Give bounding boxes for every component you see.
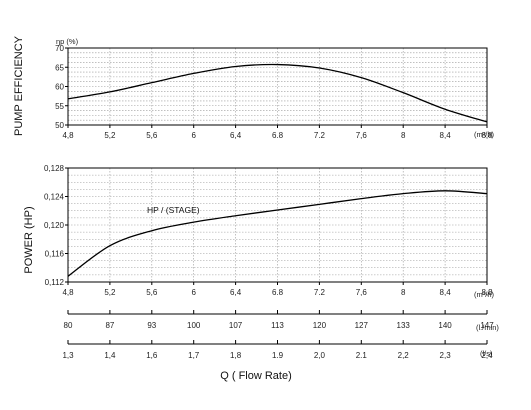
power-grid	[68, 168, 487, 282]
efficiency-curve	[67, 63, 488, 123]
lpm-tick-label: 113	[271, 321, 284, 330]
efficiency-y-tick-label: 50	[55, 121, 64, 130]
efficiency-x-unit-label: (m³/h)	[474, 130, 494, 139]
lpm-tick-label: 80	[64, 321, 73, 330]
power-y-tick-label: 0,116	[45, 250, 65, 259]
lpm-tick-label: 100	[187, 321, 201, 330]
efficiency-x-tick-label: 6,4	[230, 131, 242, 140]
power-x-tick-label: 7,6	[356, 288, 368, 297]
efficiency-x-tick-label: 8,4	[440, 131, 452, 140]
efficiency-unit-label: ηp (%)	[56, 37, 79, 46]
power-x-tick-label: 8,8	[481, 288, 493, 297]
power-y-tick-label: 0,120	[44, 221, 65, 230]
lpm-axis: 80 87 93 100 107 113 120 127 133 140 147 (l./min)	[64, 310, 499, 332]
efficiency-x-tick-label: 4,8	[62, 131, 74, 140]
lps-tick-label: 2.1	[356, 351, 368, 360]
power-curve-annotation: HP / (STAGE)	[147, 205, 200, 215]
efficiency-plot-frame	[67, 47, 488, 126]
lps-tick-label: 1.9	[272, 351, 284, 360]
lps-axis: 1,3 1,4 1,6 1,7 1,8 1.9 2,0 2.1 2,2 2,3 2,4 (l/s)	[62, 340, 493, 360]
power-chart: 0,112 0,116 0,120 0,124 0,128 4,8 5,2 5,6 6 6,4 6…	[23, 164, 494, 299]
power-y-ticks: 0,112 0,116 0,120 0,124 0,128	[44, 164, 68, 287]
lpm-axis-ticks: 80 87 93 100 107 113 120 127 133 140 147	[64, 310, 494, 330]
lpm-tick-label: 140	[438, 321, 452, 330]
lps-tick-label: 1,4	[104, 351, 116, 360]
efficiency-x-tick-label: 5,6	[146, 131, 158, 140]
efficiency-y-ticks: 50 55 60 65 70	[55, 44, 68, 130]
efficiency-grid	[68, 48, 487, 125]
lpm-tick-label: 87	[105, 321, 114, 330]
efficiency-chart: 50 55 60 65 70 4,8 5,2 5,6 6 6,4 6.8 7.2 7,6 8 8,4 8,8…	[13, 35, 494, 140]
lps-tick-label: 2,4	[481, 351, 493, 360]
lps-tick-label: 2,3	[440, 351, 452, 360]
efficiency-y-tick-label: 65	[55, 63, 64, 72]
power-x-tick-label: 6.8	[272, 288, 284, 297]
efficiency-x-tick-label: 6.8	[272, 131, 284, 140]
efficiency-x-tick-label: 5,2	[104, 131, 116, 140]
efficiency-y-tick-label: 70	[55, 44, 64, 53]
x-axis-title: Q ( Flow Rate)	[220, 370, 292, 382]
efficiency-x-ticks: 4,8 5,2 5,6 6 6,4 6.8 7.2 7,6 8 8,4 8,8	[62, 125, 493, 140]
lps-unit-label: (l/s)	[480, 349, 493, 358]
power-x-tick-label: 5,2	[104, 288, 116, 297]
lps-tick-label: 2,0	[314, 351, 326, 360]
power-x-tick-label: 4,8	[62, 288, 74, 297]
power-y-tick-label: 0,112	[45, 278, 65, 287]
power-x-unit-label: (m³/h)	[474, 290, 494, 299]
efficiency-x-tick-label: 8	[401, 131, 406, 140]
efficiency-x-tick-label: 8,8	[481, 131, 493, 140]
power-x-tick-label: 7.2	[314, 288, 326, 297]
power-x-tick-label: 8,4	[440, 288, 452, 297]
lps-tick-label: 1,7	[188, 351, 200, 360]
lpm-tick-label: 133	[397, 321, 411, 330]
lps-tick-label: 2,2	[398, 351, 410, 360]
efficiency-x-tick-label: 7.2	[314, 131, 326, 140]
power-x-tick-label: 6,4	[230, 288, 242, 297]
lpm-tick-label: 107	[229, 321, 243, 330]
efficiency-y-tick-label: 55	[55, 102, 64, 111]
lpm-tick-label: 127	[355, 321, 369, 330]
power-x-ticks: 4,8 5,2 5,6 6 6,4 6.8 7.2 7,6 8 8,4 8,8	[62, 282, 493, 297]
lps-tick-label: 1,8	[230, 351, 242, 360]
lps-tick-label: 1,6	[146, 351, 158, 360]
lpm-unit-label: (l./min)	[476, 323, 499, 332]
power-x-tick-label: 5,6	[146, 288, 158, 297]
power-x-tick-label: 6	[191, 288, 196, 297]
lpm-tick-label: 93	[147, 321, 156, 330]
power-y-tick-label: 0,124	[44, 193, 65, 202]
power-y-axis-title: POWER (HP)	[23, 206, 35, 273]
lps-axis-ticks: 1,3 1,4 1,6 1,7 1,8 1.9 2,0 2.1 2,2 2,3 2,4	[62, 340, 493, 360]
power-x-tick-label: 8	[401, 288, 406, 297]
lpm-tick-label: 147	[480, 321, 494, 330]
efficiency-y-axis-title: PUMP EFFICIENCY	[13, 35, 25, 136]
efficiency-x-tick-label: 7,6	[356, 131, 368, 140]
lpm-tick-label: 120	[313, 321, 327, 330]
lps-tick-label: 1,3	[62, 351, 74, 360]
efficiency-y-tick-label: 60	[55, 83, 64, 92]
efficiency-x-tick-label: 6	[191, 131, 196, 140]
power-curve	[67, 190, 488, 277]
power-y-tick-label: 0,128	[44, 164, 65, 173]
